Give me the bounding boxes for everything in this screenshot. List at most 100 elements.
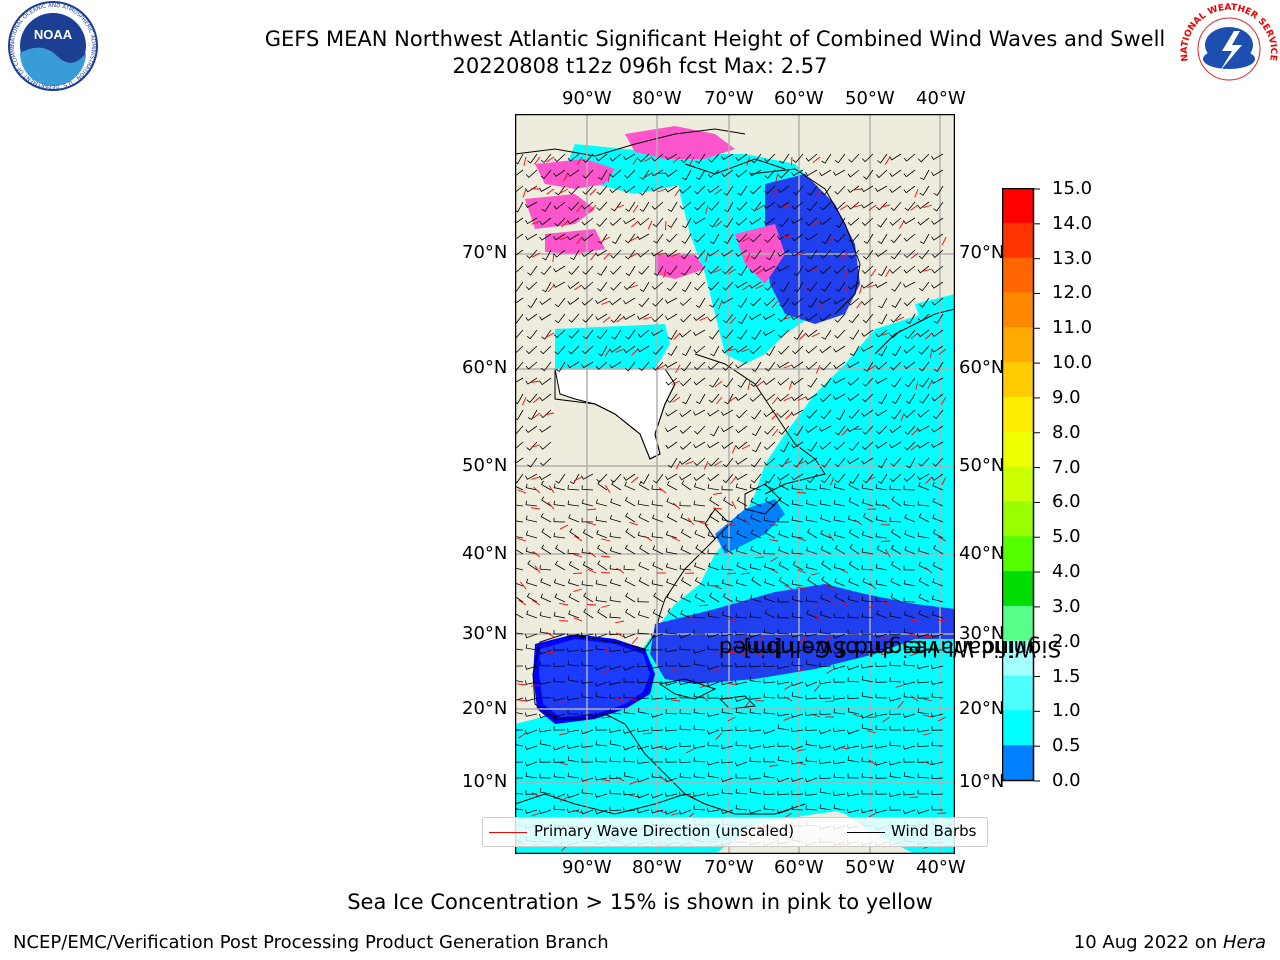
wind-barb — [791, 233, 804, 242]
wave-direction-arrow — [828, 533, 835, 542]
wind-barb — [847, 169, 860, 178]
wind-barb — [693, 692, 706, 699]
wave-direction-arrow — [517, 699, 527, 702]
map-frame — [515, 114, 955, 854]
wave-direction-arrow — [843, 268, 849, 278]
wind-barb — [791, 297, 804, 306]
wind-barb — [791, 516, 804, 523]
wave-direction-arrow — [797, 748, 807, 752]
wave-direction-arrow — [698, 604, 709, 607]
wave-direction-arrow — [532, 599, 541, 606]
wave-direction-arrow — [699, 684, 709, 689]
wind-barb — [833, 361, 846, 369]
wind-barb — [763, 201, 776, 210]
wind-barb — [861, 441, 874, 450]
wind-barb — [791, 217, 804, 224]
wind-barb — [539, 473, 552, 481]
wind-barb — [581, 679, 594, 684]
wave-direction-arrow — [632, 156, 639, 165]
wind-barb — [764, 481, 776, 491]
wind-barb — [610, 473, 622, 483]
wind-barb — [875, 515, 888, 523]
wave-direction-arrow — [601, 300, 611, 305]
wind-barb — [623, 565, 636, 571]
wind-barb — [539, 773, 552, 779]
wind-barb — [539, 611, 552, 619]
wind-barb — [875, 774, 888, 779]
wave-direction-arrow — [922, 635, 933, 638]
wind-barb — [581, 743, 594, 748]
wind-barb — [749, 744, 762, 749]
wind-barb — [707, 741, 720, 747]
wind-barb — [610, 281, 622, 291]
wind-barb — [680, 361, 692, 372]
wave-direction-arrow — [868, 204, 877, 211]
wind-barb — [625, 592, 636, 603]
wind-barb — [821, 377, 832, 388]
wind-barb — [751, 409, 762, 420]
wave-direction-arrow — [674, 188, 681, 197]
colorbar-tick-label: 3.0 — [1052, 595, 1081, 617]
wave-direction-arrow — [552, 252, 555, 262]
wind-barb — [652, 561, 664, 571]
wind-barb — [554, 313, 566, 324]
wave-direction-arrow — [867, 476, 877, 481]
wind-barb — [679, 425, 692, 434]
wave-direction-arrow — [784, 684, 793, 691]
wave-direction-arrow — [769, 568, 779, 574]
wind-barb — [848, 409, 860, 419]
wind-barb — [609, 514, 622, 523]
wave-direction-arrow — [853, 188, 863, 191]
wave-direction-arrow — [815, 364, 821, 374]
wind-barb — [737, 377, 748, 388]
wind-barb — [848, 233, 860, 243]
wind-barb — [650, 793, 664, 799]
wind-barb — [849, 329, 860, 340]
wave-direction-arrow — [727, 682, 737, 686]
wind-barb — [679, 441, 692, 450]
wind-barb — [737, 297, 748, 308]
wind-barb — [567, 660, 580, 667]
wind-barb — [540, 169, 552, 180]
wind-barb — [904, 441, 916, 451]
wind-barb — [515, 265, 524, 274]
wind-barb — [917, 789, 930, 795]
wind-barb — [818, 729, 832, 735]
wind-barb — [805, 499, 818, 507]
wave-direction-arrow — [699, 316, 709, 321]
wind-barb — [863, 233, 874, 244]
wind-barb — [847, 756, 860, 763]
wind-barb — [722, 313, 734, 324]
wind-barb — [721, 680, 734, 686]
wind-barb — [876, 201, 888, 211]
wind-barb — [524, 697, 538, 702]
wave-direction-arrow — [705, 252, 709, 262]
wind-barb — [539, 728, 552, 733]
wind-barb — [567, 485, 580, 491]
wind-barb — [553, 677, 566, 683]
wind-barb — [933, 361, 944, 372]
wind-barb — [861, 329, 874, 337]
wave-direction-arrow — [586, 508, 597, 511]
wind-barb — [581, 361, 594, 369]
wind-barb — [834, 544, 846, 555]
wave-direction-arrow — [771, 412, 779, 420]
wind-barb — [597, 608, 608, 619]
wind-barb — [707, 265, 720, 274]
wave-direction-arrow — [885, 268, 891, 278]
wind-barb — [706, 633, 720, 639]
wind-barb — [651, 185, 664, 192]
wind-barb — [736, 529, 748, 539]
wind-barb — [637, 249, 650, 258]
wave-direction-arrow — [885, 548, 891, 558]
wind-barb — [932, 481, 944, 491]
wind-barb — [679, 564, 692, 571]
wind-barb — [667, 201, 678, 213]
wind-barb — [735, 788, 748, 795]
wave-direction-arrow — [727, 572, 737, 575]
wave-direction-arrow — [602, 668, 611, 675]
wind-barb — [651, 757, 664, 763]
wind-barb — [877, 153, 888, 164]
wind-barb — [553, 726, 565, 731]
wind-barb — [623, 790, 636, 796]
